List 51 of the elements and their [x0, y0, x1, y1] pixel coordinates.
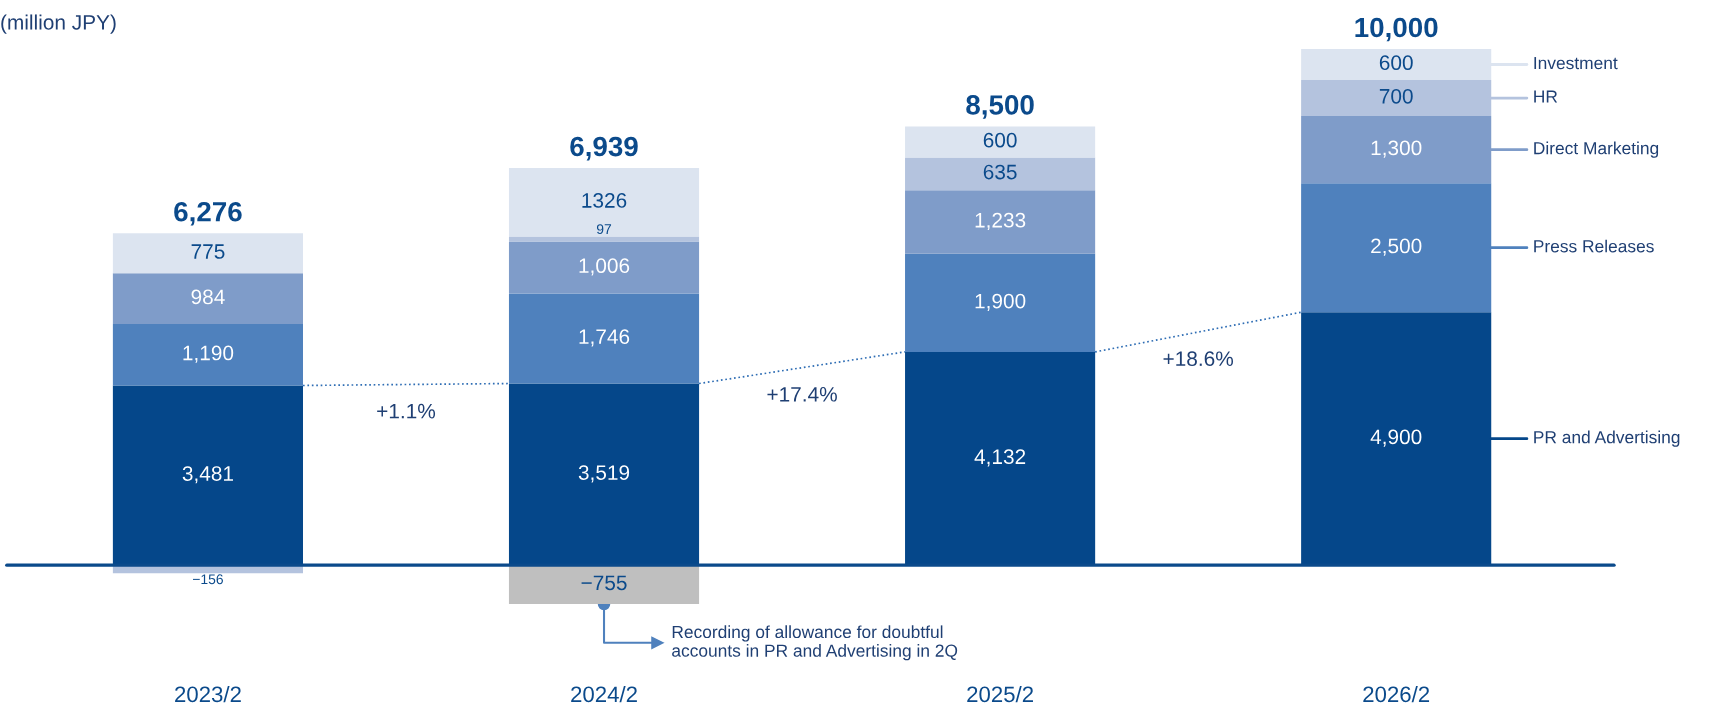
data-label: 3,481: [182, 466, 233, 484]
data-label: 2,500: [1371, 238, 1422, 256]
data-label: 600: [983, 132, 1017, 148]
annotation: +1.1%: [377, 403, 436, 419]
legend-label: Direct Marketing: [1534, 141, 1659, 158]
data-label: 3,519: [578, 465, 630, 483]
bar: [905, 126, 1096, 158]
bar: [508, 293, 700, 384]
y-axis-title: (million JPY): [1, 14, 116, 34]
legend-label: PR and Advertising: [1534, 430, 1680, 447]
bar: [905, 190, 1096, 254]
data-label: 1,190: [183, 345, 234, 363]
bar: [508, 241, 700, 294]
legend-label: Press Releases: [1534, 239, 1654, 253]
bar: [508, 565, 700, 605]
total-label: 10,000: [1355, 17, 1438, 42]
bar: [112, 324, 303, 386]
data-label: 600: [1379, 55, 1413, 71]
x-tick-label: 2025/2: [967, 685, 1033, 703]
data-label: 97: [596, 224, 612, 235]
annotation: +18.6%: [1163, 351, 1234, 367]
data-label: 1326: [582, 193, 627, 208]
data-label: 700: [1379, 88, 1413, 104]
data-label: 1,746: [579, 329, 630, 347]
bar: [112, 273, 303, 325]
legend-label: Investment: [1534, 57, 1618, 70]
data-label: 4,132: [974, 449, 1026, 467]
bar: [905, 157, 1096, 191]
total-label: 6,276: [174, 201, 242, 226]
bar: [508, 168, 700, 237]
annotation: +17.4%: [767, 387, 837, 402]
x-tick-label: 2026/2: [1363, 685, 1430, 703]
data-label: 635: [983, 164, 1017, 180]
data-label: 1,006: [579, 258, 630, 276]
data-label: 1,300: [1371, 140, 1422, 158]
data-label: 4,900: [1370, 429, 1422, 447]
data-label: 775: [191, 244, 225, 259]
annotation: Recording of allowance for doubtful accounts in PR and Advertising in 2Q: [672, 625, 958, 661]
data-label: −755: [581, 575, 627, 591]
data-label: 1,233: [975, 212, 1026, 231]
legend-label: HR: [1534, 90, 1558, 103]
data-label: −156: [192, 574, 223, 585]
data-label: 984: [191, 289, 225, 305]
x-tick-label: 2024/2: [571, 685, 637, 703]
x-tick-label: 2023/2: [175, 685, 241, 703]
total-label: 6,939: [570, 136, 638, 161]
data-label: 1,900: [975, 293, 1026, 311]
bar: [905, 253, 1096, 352]
bar: [508, 236, 700, 242]
total-label: 8,500: [966, 95, 1034, 119]
bar: [112, 233, 303, 274]
